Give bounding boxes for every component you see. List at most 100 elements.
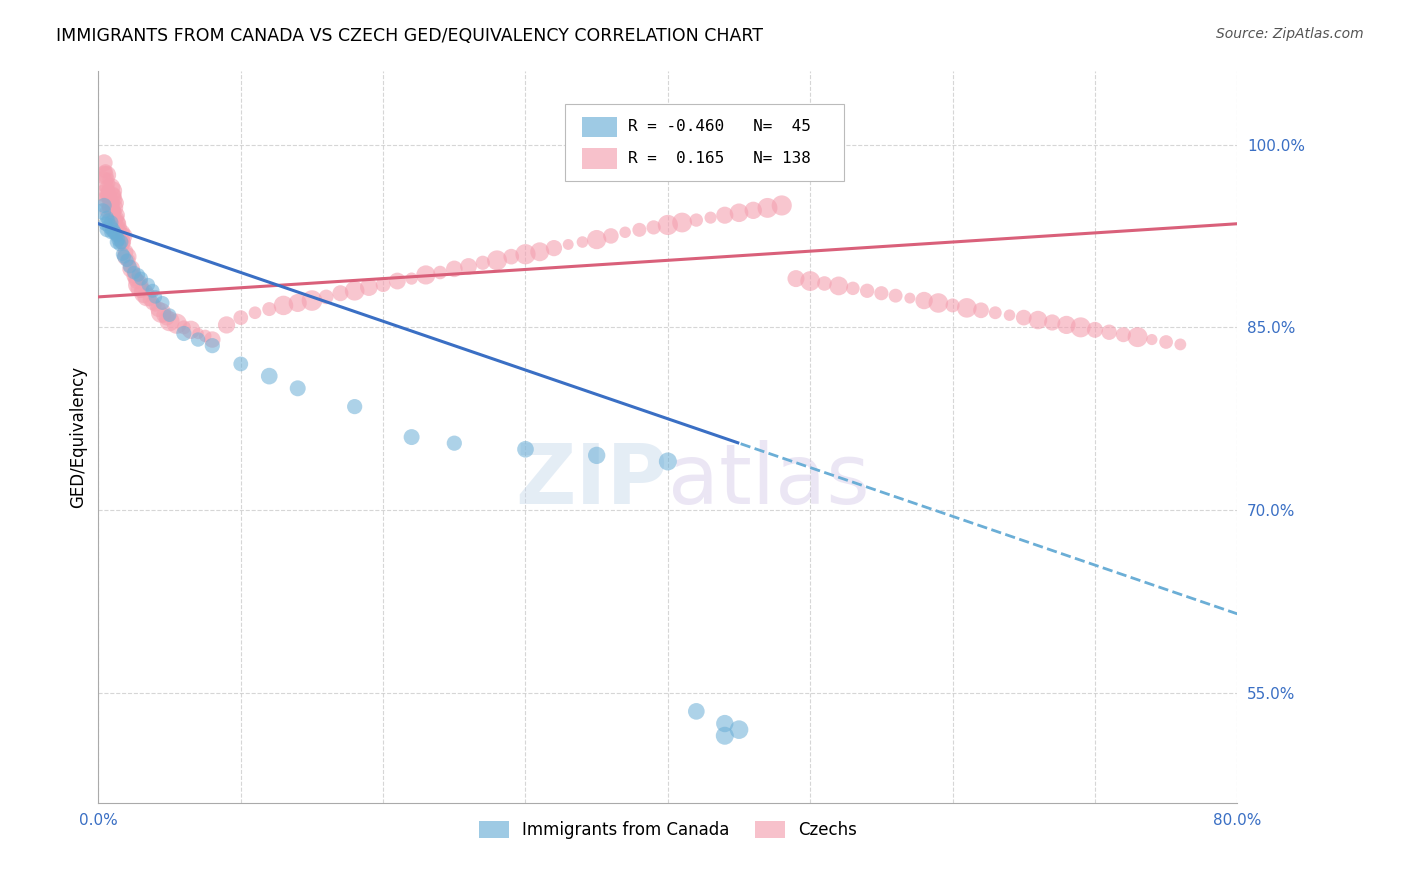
Text: Source: ZipAtlas.com: Source: ZipAtlas.com	[1216, 27, 1364, 41]
Point	[125, 274, 148, 288]
Point	[93, 198, 115, 212]
Point	[98, 177, 121, 191]
Point	[742, 203, 765, 218]
Point	[1040, 316, 1063, 330]
Point	[94, 204, 117, 219]
Point	[998, 308, 1021, 322]
Point	[100, 201, 122, 215]
Point	[884, 288, 907, 302]
Point	[501, 250, 523, 264]
Point	[471, 256, 494, 270]
Point	[301, 293, 323, 308]
Text: atlas: atlas	[668, 441, 869, 522]
Point	[97, 184, 120, 198]
Point	[415, 268, 437, 282]
Point	[96, 193, 118, 207]
Point	[194, 329, 217, 343]
Point	[104, 213, 127, 227]
Point	[100, 188, 122, 202]
Point	[115, 253, 138, 268]
Point	[118, 260, 141, 274]
Point	[93, 186, 115, 201]
Point	[243, 306, 266, 320]
Point	[515, 442, 537, 457]
Point	[105, 196, 128, 211]
Point	[105, 217, 128, 231]
Point	[1112, 327, 1135, 342]
Text: ZIP: ZIP	[516, 441, 668, 522]
Point	[1012, 310, 1035, 325]
Point	[927, 296, 949, 310]
Point	[98, 198, 121, 212]
Point	[657, 218, 679, 232]
Point	[813, 277, 835, 291]
Point	[153, 308, 176, 322]
Point	[101, 204, 124, 219]
Point	[657, 454, 679, 468]
Point	[128, 281, 150, 295]
Point	[343, 284, 366, 298]
Point	[94, 164, 117, 178]
Point	[1098, 325, 1121, 339]
Point	[111, 247, 134, 261]
Text: IMMIGRANTS FROM CANADA VS CZECH GED/EQUIVALENCY CORRELATION CHART: IMMIGRANTS FROM CANADA VS CZECH GED/EQUI…	[56, 27, 763, 45]
Point	[856, 284, 879, 298]
Point	[150, 306, 173, 320]
Point	[287, 296, 309, 310]
Point	[93, 156, 115, 170]
Point	[756, 201, 779, 215]
Point	[107, 233, 129, 247]
Point	[912, 293, 935, 308]
Point	[91, 204, 114, 219]
Point	[343, 400, 366, 414]
Point	[112, 228, 135, 243]
FancyBboxPatch shape	[565, 104, 845, 181]
Point	[1084, 323, 1107, 337]
Point	[104, 227, 127, 241]
Point	[105, 208, 128, 222]
Point	[135, 290, 157, 304]
Point	[842, 281, 865, 295]
Point	[94, 186, 117, 201]
Point	[105, 228, 128, 243]
Point	[685, 213, 707, 227]
Point	[1056, 318, 1078, 332]
Point	[121, 266, 143, 280]
Point	[120, 261, 142, 276]
Point	[1126, 330, 1149, 344]
Point	[1026, 313, 1049, 327]
Point	[98, 193, 121, 207]
Point	[585, 449, 607, 463]
Point	[785, 271, 807, 285]
Point	[1140, 333, 1163, 347]
Point	[103, 211, 125, 225]
Y-axis label: GED/Equivalency: GED/Equivalency	[69, 366, 87, 508]
Point	[138, 293, 160, 307]
Point	[273, 298, 295, 312]
Point	[93, 168, 115, 182]
Point	[91, 174, 114, 188]
Point	[98, 219, 121, 234]
Point	[970, 303, 993, 318]
Point	[166, 317, 188, 331]
Point	[215, 318, 238, 332]
Point	[714, 729, 737, 743]
Point	[557, 237, 579, 252]
Point	[97, 171, 120, 186]
Point	[643, 220, 665, 235]
Point	[108, 225, 131, 239]
Point	[329, 286, 352, 301]
Point	[156, 310, 179, 325]
Point	[112, 237, 135, 252]
Point	[96, 180, 118, 194]
Point	[114, 235, 136, 249]
Point	[110, 228, 132, 243]
Point	[614, 225, 637, 239]
Point	[429, 266, 451, 280]
Point	[1070, 320, 1092, 334]
Point	[101, 223, 124, 237]
Point	[187, 326, 209, 341]
Point	[96, 223, 118, 237]
Point	[870, 286, 893, 301]
Point	[107, 211, 129, 225]
